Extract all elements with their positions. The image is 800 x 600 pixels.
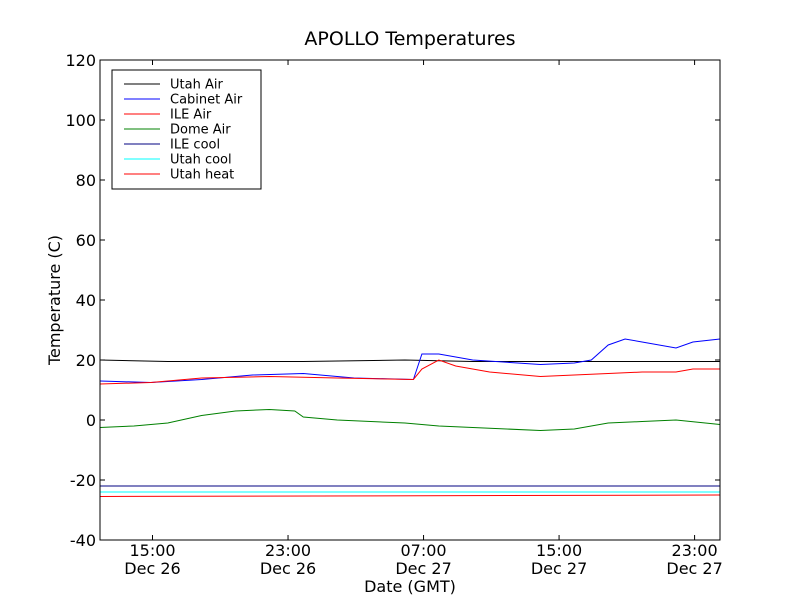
plot-frame [99, 59, 721, 541]
x-tick-time-label: 23:00 [265, 541, 311, 560]
y-tick-label: 40 [76, 291, 96, 310]
x-tick-time-label: 15:00 [129, 541, 175, 560]
y-tick-label: 120 [65, 51, 96, 70]
series-line-ile-air [99, 359, 720, 385]
y-tick-label: 20 [76, 351, 96, 370]
series-layer [99, 338, 721, 497]
legend-label: Cabinet Air [170, 93, 243, 108]
x-tick-date-label: Dec 27 [666, 559, 722, 578]
chart-title: APOLLO Temperatures [304, 28, 515, 50]
x-axis-label: Date (GMT) [364, 577, 456, 596]
x-tick-date-label: Dec 26 [124, 559, 180, 578]
legend-label: Dome Air [170, 123, 231, 138]
legend-label: ILE Air [170, 108, 212, 123]
x-tick-time-label: 23:00 [672, 541, 718, 560]
series-line-utah-heat [99, 494, 721, 497]
x-tick-time-label: 15:00 [536, 541, 582, 560]
y-tick-label: -20 [70, 471, 96, 490]
y-tick-label: 60 [76, 231, 96, 250]
legend-label: Utah Air [170, 78, 223, 93]
legend-label: Utah cool [170, 153, 232, 168]
series-line-cabinet-air [99, 338, 721, 384]
series-line-dome-air [99, 408, 721, 432]
x-tick-time-label: 07:00 [400, 541, 446, 560]
legend-label: Utah heat [170, 168, 234, 183]
y-tick-label: -40 [70, 531, 96, 550]
y-axis-label: Temperature (C) [45, 235, 64, 366]
y-tick-label: 80 [76, 171, 96, 190]
y-tick-label: 0 [86, 411, 96, 430]
x-tick-date-label: Dec 27 [531, 559, 587, 578]
x-tick-date-label: Dec 26 [260, 559, 316, 578]
x-tick-date-label: Dec 27 [395, 559, 451, 578]
legend-label: ILE cool [170, 138, 220, 153]
y-tick-label: 100 [65, 111, 96, 130]
